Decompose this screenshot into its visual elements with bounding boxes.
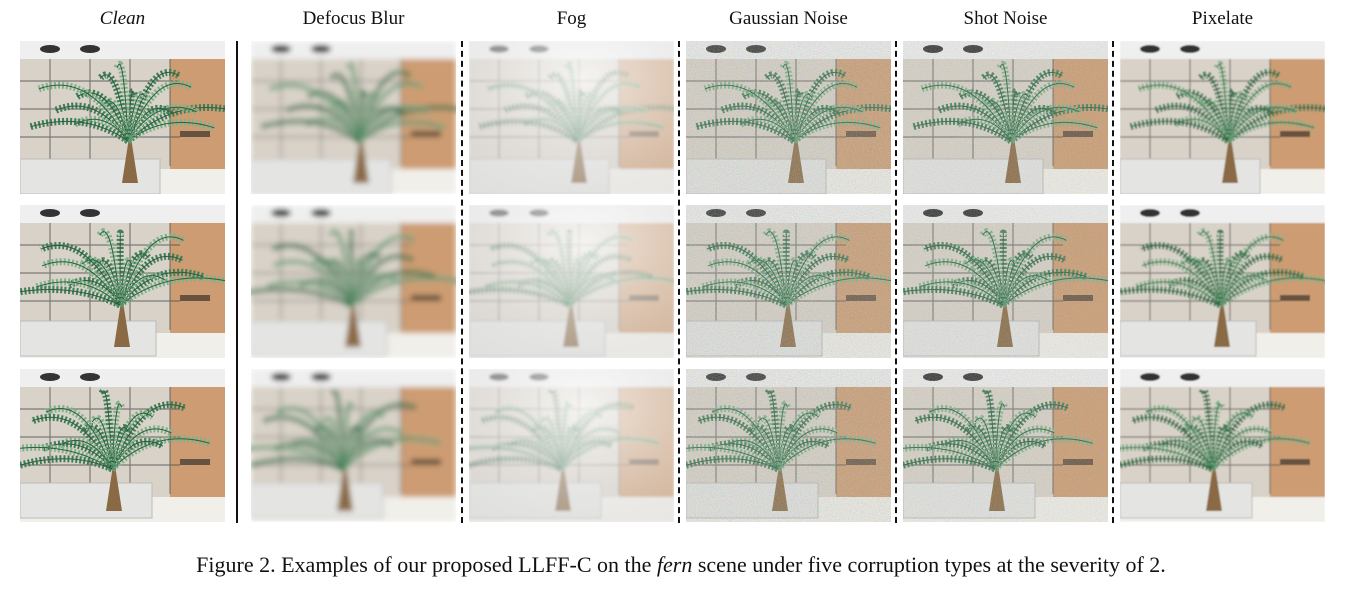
fern-image-gauss-row-2 — [686, 205, 891, 358]
separator-dashed-2 — [678, 41, 680, 523]
column-title-gaussian-noise: Gaussian Noise — [729, 8, 848, 29]
separator-solid — [236, 41, 238, 523]
column-title-clean: Clean — [99, 8, 146, 29]
column-title-defocus-blur: Defocus Blur — [302, 8, 405, 29]
fern-image-clean-row-3 — [20, 369, 225, 522]
fern-image-blur-row-2 — [251, 205, 456, 358]
separator-dashed-1 — [461, 41, 463, 523]
column-title-fog: Fog — [556, 8, 587, 29]
caption-suffix: scene under five corruption types at the… — [692, 552, 1166, 577]
separator-dashed-4 — [1112, 41, 1114, 523]
caption-prefix: Figure 2. Examples of our proposed LLFF-… — [196, 552, 657, 577]
fern-image-gauss-row-1 — [686, 41, 891, 194]
fern-image-pixel-row-1 — [1120, 41, 1325, 194]
caption-scene-name: fern — [656, 552, 693, 577]
fern-image-fog-row-1 — [469, 41, 674, 194]
fern-image-fog-row-3 — [469, 369, 674, 522]
fern-image-blur-row-3 — [251, 369, 456, 522]
fern-image-clean-row-1 — [20, 41, 225, 194]
fern-image-fog-row-2 — [469, 205, 674, 358]
column-title-shot-noise: Shot Noise — [963, 8, 1048, 29]
fern-image-pixel-row-2 — [1120, 205, 1325, 358]
fern-image-pixel-row-3 — [1120, 369, 1325, 522]
fern-image-shot-row-3 — [903, 369, 1108, 522]
separator-dashed-3 — [895, 41, 897, 523]
fern-image-gauss-row-3 — [686, 369, 891, 522]
fern-image-clean-row-2 — [20, 205, 225, 358]
fern-image-shot-row-1 — [903, 41, 1108, 194]
fern-image-blur-row-1 — [251, 41, 456, 194]
figure-caption: Figure 2. Examples of our proposed LLFF-… — [0, 552, 1362, 578]
fern-image-shot-row-2 — [903, 205, 1108, 358]
column-title-pixelate: Pixelate — [1191, 8, 1254, 29]
